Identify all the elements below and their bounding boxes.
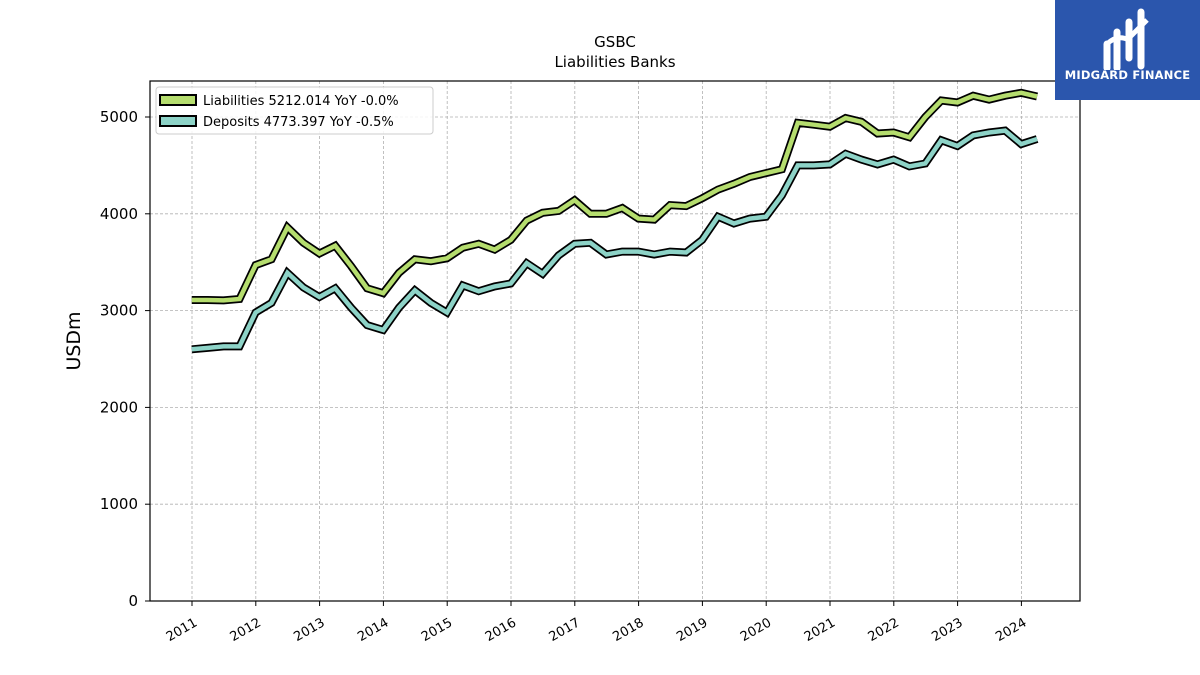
midgard-logo-icon	[1103, 8, 1149, 70]
x-axis-ticks: 2011 2012 2013 2014 2015 2016 2017 2018 2019 2020…	[164, 601, 1029, 645]
x-tick-label: 2018	[610, 615, 646, 645]
series-line-liabilities	[191, 90, 1038, 303]
y-tick-label: 4000	[100, 205, 138, 223]
y-tick-label: 2000	[100, 398, 138, 416]
series-lines	[191, 88, 1039, 354]
brand-name: MIDGARD FINANCE	[1064, 68, 1191, 82]
brand-logo: MIDGARD FINANCE	[1055, 0, 1200, 100]
grid-lines	[150, 81, 1080, 602]
y-tick-label: 5000	[100, 108, 138, 126]
x-tick-label: 2023	[929, 615, 965, 645]
x-tick-label: 2011	[164, 615, 200, 645]
legend-swatch	[159, 115, 197, 127]
legend-label: Deposits 4773.397 YoY -0.5%	[203, 115, 394, 130]
x-tick-label: 2019	[674, 615, 710, 645]
plot-frame	[149, 80, 1081, 602]
x-tick-label: 2021	[802, 615, 838, 645]
x-tick-label: 2017	[547, 615, 583, 645]
y-tick-label: 0	[128, 592, 138, 610]
x-tick-label: 2020	[738, 615, 774, 645]
legend: Liabilities 5212.014 YoY -0.0% Deposits 4…	[155, 86, 434, 135]
y-axis-label: USDm	[63, 311, 85, 370]
series-line-deposits	[191, 128, 1038, 352]
legend-label: Liabilities 5212.014 YoY -0.0%	[203, 94, 399, 109]
legend-swatch	[159, 94, 197, 106]
x-tick-label: 2012	[228, 615, 264, 645]
x-tick-label: 2013	[291, 615, 327, 645]
y-tick-label: 3000	[100, 302, 138, 320]
chart-title: GSBC	[594, 33, 636, 51]
series-outline-deposits	[191, 126, 1039, 354]
x-tick-label: 2014	[355, 615, 391, 645]
x-tick-label: 2024	[993, 615, 1029, 645]
y-tick-label: 1000	[100, 495, 138, 513]
x-tick-label: 2015	[419, 615, 455, 645]
y-axis-ticks: 0 1000 2000 3000 4000 5000	[100, 108, 150, 610]
legend-box	[155, 86, 434, 135]
x-tick-label: 2016	[483, 615, 519, 645]
chart-subtitle: Liabilities Banks	[554, 53, 675, 71]
x-tick-label: 2022	[866, 615, 902, 645]
